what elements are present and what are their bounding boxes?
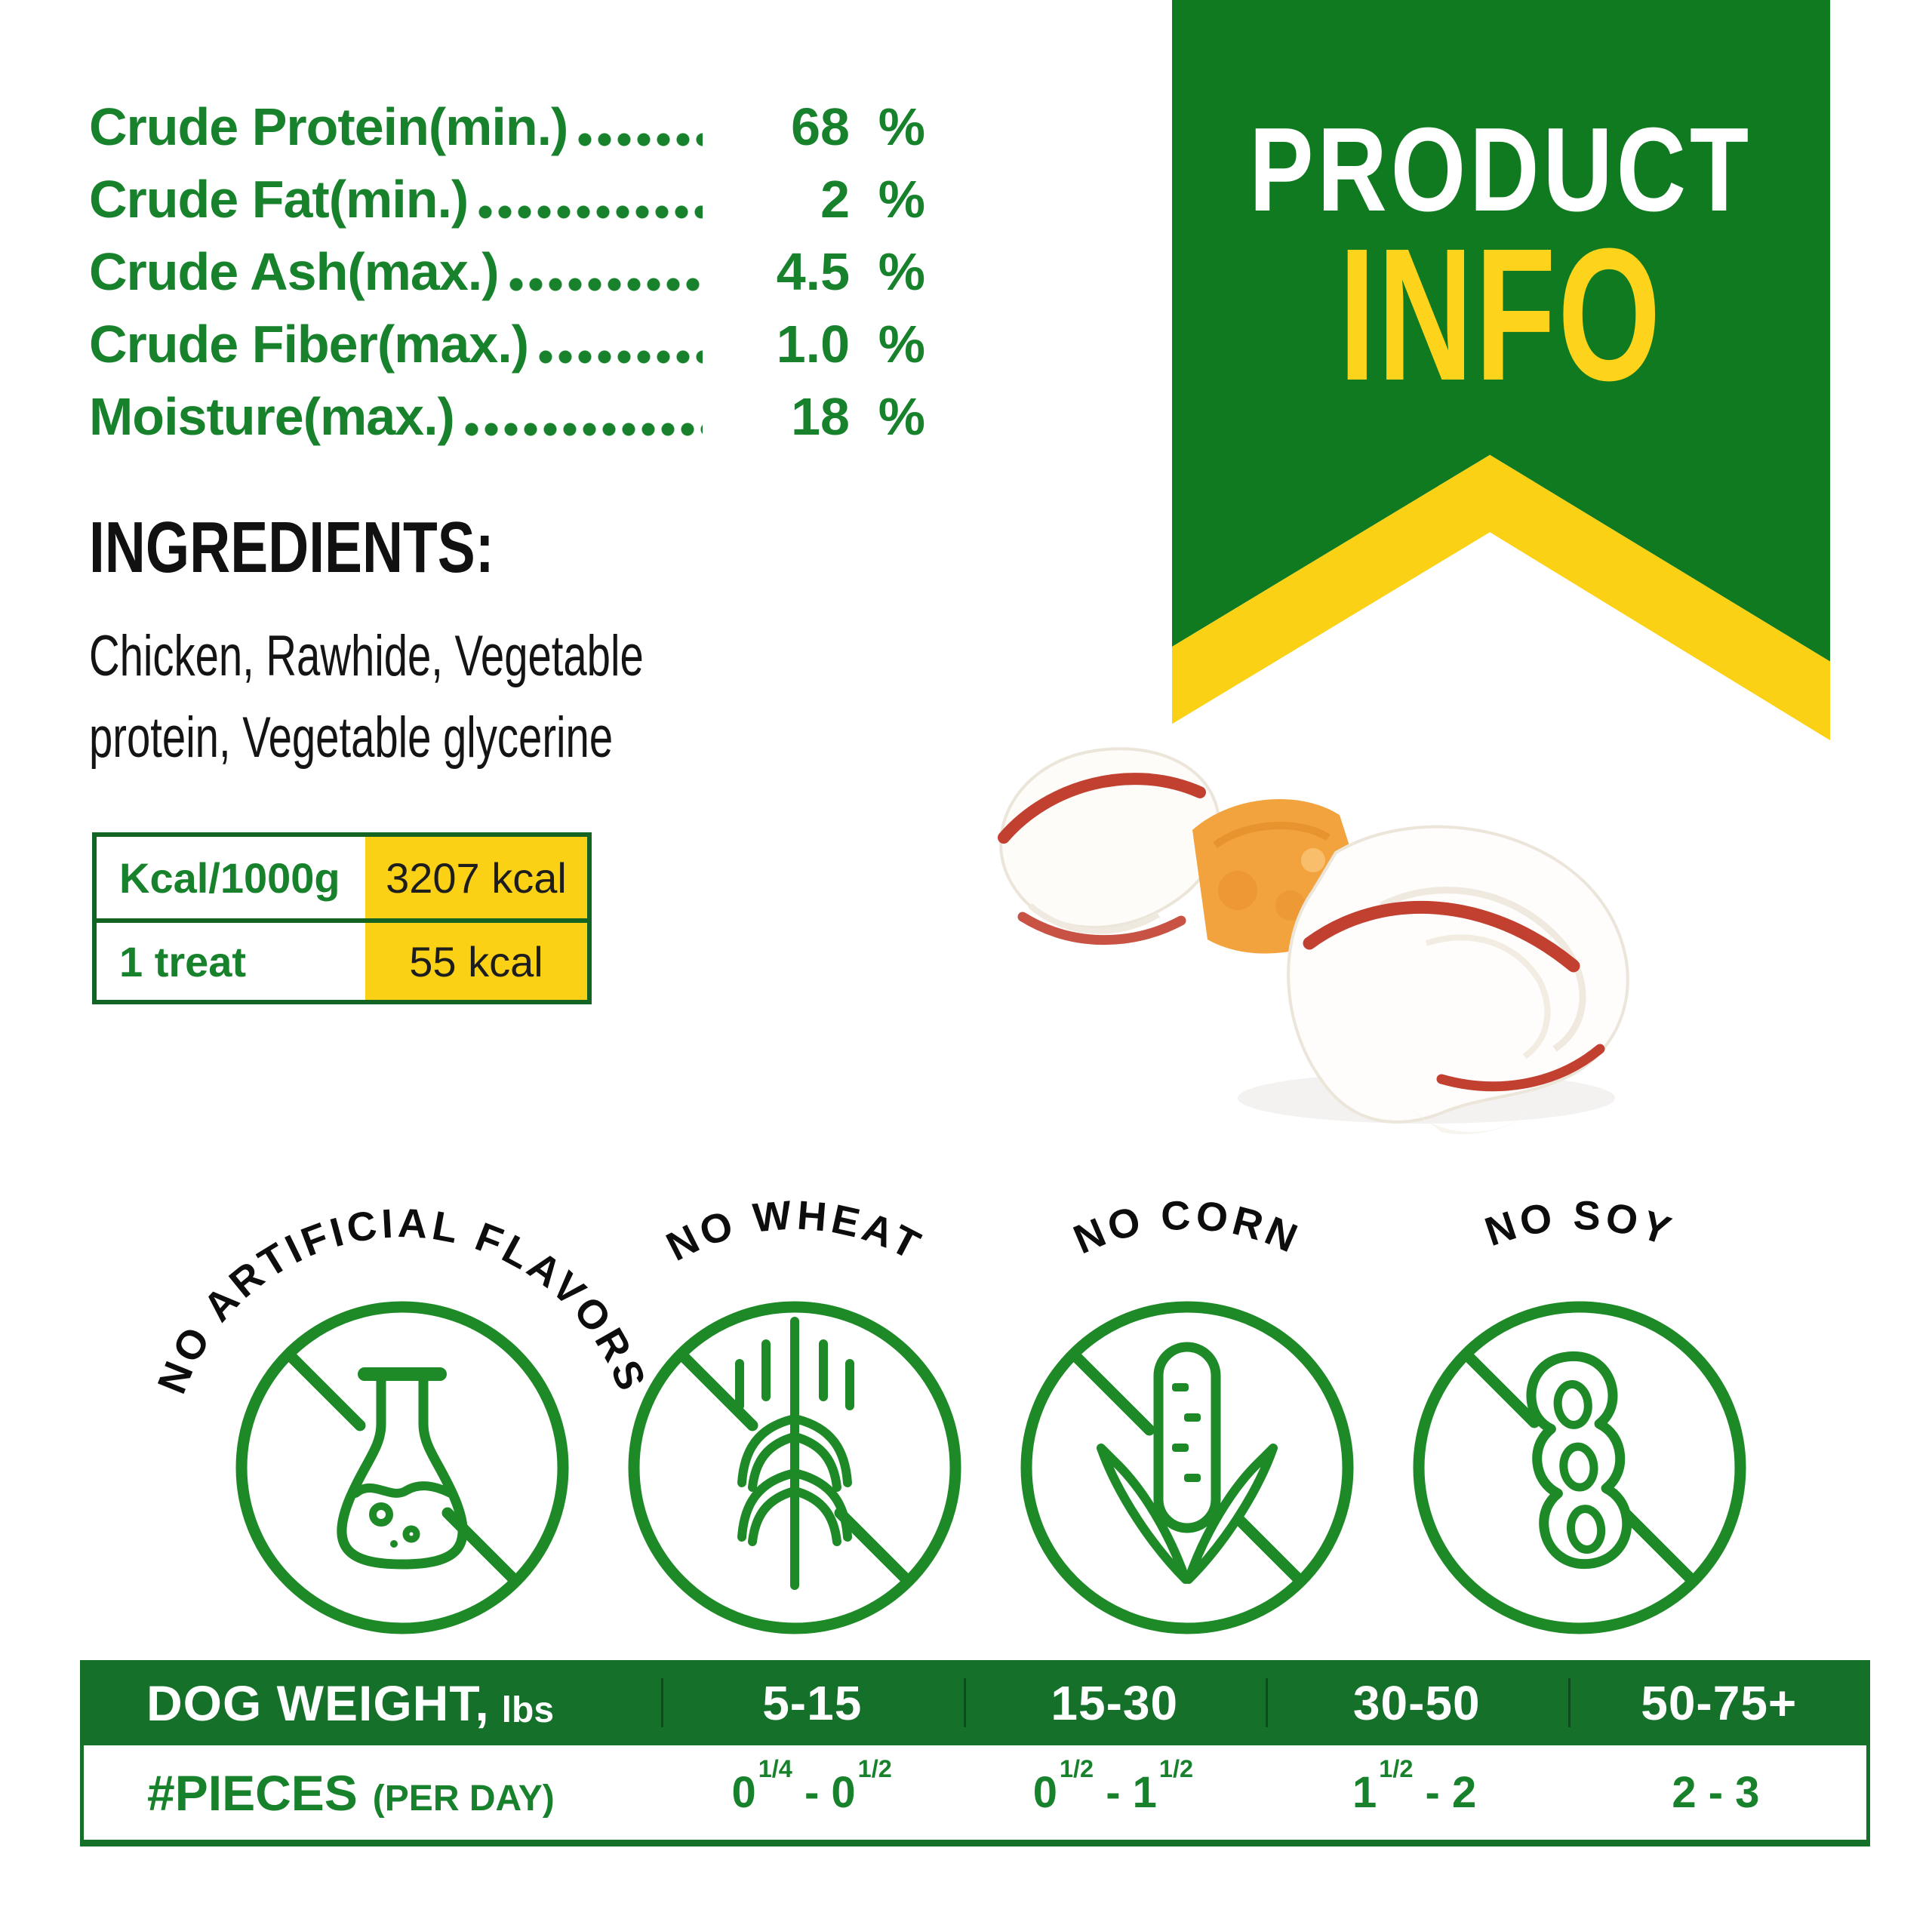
ingredients-section: INGREDIENTS: Chicken, Rawhide, Vegetable… [89,512,1040,779]
corn-icon [1097,1342,1278,1584]
dot-leader [578,133,703,146]
calorie-label: 1 treat [97,923,365,1000]
weight-range: 5-15 [661,1660,964,1745]
prohibition-slash [1069,1350,1155,1436]
nutrition-label: Crude Protein(min.) [89,97,568,156]
badge-no-soy: NO SOY [1413,1193,1746,1634]
calorie-value: 55 kcal [365,923,587,1000]
pieces-range: 01/4 - 01/2 [731,1754,892,1817]
svg-text:NO SOY: NO SOY [1479,1193,1679,1256]
badge-no-artificial-flavors: NO ARTIFICIAL FLAVORS [149,1201,651,1634]
badge-label: NO SOY [1479,1193,1675,1256]
nutrition-value: 2 [820,170,850,229]
ingredients-text: Chicken, Rawhide, Vegetable protein, Veg… [89,624,644,770]
wheat-icon [735,1317,854,1590]
nutrition-row: Crude Protein(min.) 68 % [89,85,925,157]
calorie-label: Kcal/1000g [97,837,365,918]
prohibition-slash [677,1350,758,1431]
nutrition-value: 18 [791,387,850,446]
badge-no-wheat: NO WHEAT [628,1192,961,1634]
nutrition-unit: % [878,97,925,156]
prohibition-circle [1020,1301,1354,1634]
left-knot [998,747,1221,946]
soy-icon [1526,1351,1632,1570]
feeding-table-body: #PIECES (PER DAY) 01/4 - 01/2 01/2 - 11/… [80,1745,1870,1846]
prohibition-circle [235,1301,569,1634]
pieces-range: 01/2 - 11/2 [1032,1754,1194,1817]
bone-treat-photo [998,747,1629,1135]
pieces-title: #PIECES [147,1764,358,1821]
weight-range: 50-75+ [1567,1660,1871,1745]
weight-range: 15-30 [963,1660,1266,1745]
svg-text:NO WHEAT: NO WHEAT [660,1192,931,1270]
dot-leader [509,278,703,291]
nutrition-row: Moisture(max.) 18 % [89,374,925,447]
nutrition-unit: % [878,242,925,301]
prohibition-circle [1413,1301,1746,1634]
flask-icon [337,1367,468,1570]
prohibition-slash [834,1507,914,1587]
nutrition-unit: % [878,315,925,374]
dog-weight-header: DOG WEIGHT, lbs [80,1660,661,1745]
prohibition-slash [1462,1350,1540,1428]
prohibition-circle [628,1301,961,1634]
feeding-table: DOG WEIGHT, lbs 5-15 15-30 30-50 50-75+ … [80,1660,1870,1846]
nutrition-row: Crude Ash(max.) 4.5 % [89,229,925,302]
dot-leader [539,350,703,364]
feeding-table-header: DOG WEIGHT, lbs 5-15 15-30 30-50 50-75+ [80,1660,1870,1745]
dog-weight-title: DOG WEIGHT, [146,1674,490,1731]
nutrition-label: Crude Fiber(max.) [89,315,529,374]
ribbon-title-line1: PRODUCT [1249,103,1753,236]
ribbon-title-line2: INFO [1339,209,1663,420]
prohibition-slash [1232,1513,1306,1587]
pieces-header: #PIECES (PER DAY) [84,1764,661,1822]
badge-no-corn: NO CORN [1020,1193,1354,1634]
badge-label: NO CORN [1067,1193,1303,1263]
ingredients-heading: INGREDIENTS: [89,507,494,588]
pieces-range: 11/2 - 2 [1352,1754,1477,1817]
weight-range: 30-50 [1266,1660,1568,1745]
svg-text:NO CORN: NO CORN [1067,1193,1307,1263]
nutrition-value: 68 [791,97,850,156]
nutrition-label: Moisture(max.) [89,387,455,446]
nutrition-row: Crude Fiber(max.) 1.0 % [89,302,925,374]
nutrition-value: 4.5 [776,242,850,301]
badge-label: NO WHEAT [660,1192,927,1270]
product-info-ribbon: PRODUCT INFO [1172,0,1830,743]
right-knot [1287,825,1629,1135]
nutrition-unit: % [878,170,925,229]
nutrition-value: 1.0 [776,315,850,374]
nutrition-unit: % [878,387,925,446]
pieces-subtitle: (PER DAY) [372,1778,555,1819]
calorie-row: 1 treat 55 kcal [97,918,587,1000]
pieces-range: 2 - 3 [1672,1768,1760,1817]
prohibition-slash [285,1350,366,1431]
dot-leader [464,423,703,436]
calorie-row: Kcal/1000g 3207 kcal [97,837,587,918]
nutrition-analysis: Crude Protein(min.) 68 % Crude Fat(min.)… [89,85,925,447]
dot-leader [478,205,703,219]
nutrition-label: Crude Ash(max.) [89,242,500,301]
nutrition-label: Crude Fat(min.) [89,170,469,229]
nutrition-row: Crude Fat(min.) 2 % [89,157,925,229]
calorie-value: 3207 kcal [365,837,587,918]
dog-weight-unit: lbs [501,1690,555,1730]
calorie-table: Kcal/1000g 3207 kcal 1 treat 55 kcal [92,832,592,1004]
